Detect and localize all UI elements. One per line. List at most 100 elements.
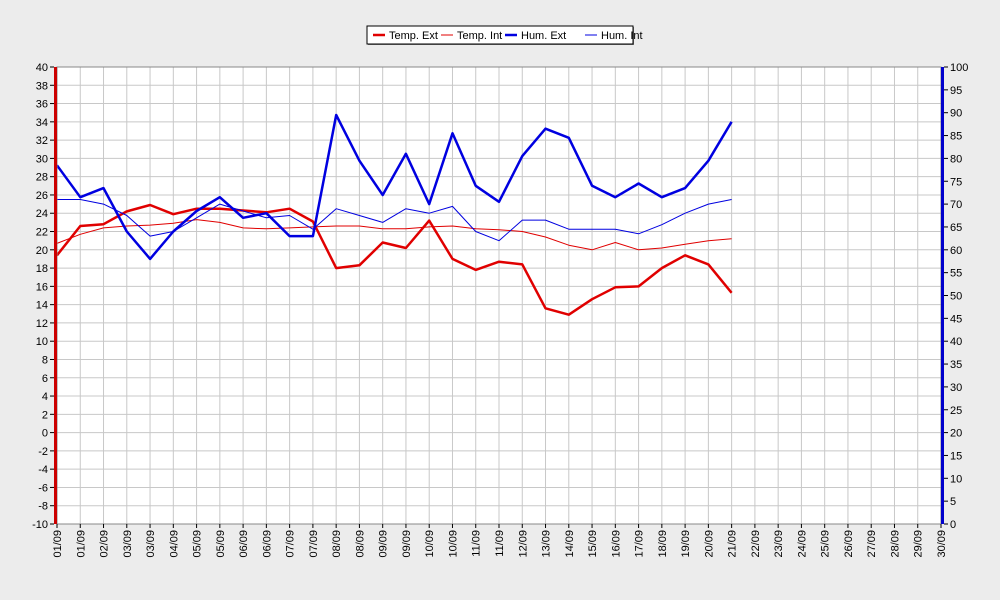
left-tick-label: -2 <box>38 446 48 458</box>
x-tick-label: 08/09 <box>354 530 366 558</box>
right-tick-label: 60 <box>950 245 962 257</box>
right-tick-label: 55 <box>950 268 962 280</box>
x-tick-label: 25/09 <box>820 530 832 558</box>
x-tick-label: 05/09 <box>192 530 204 558</box>
right-axis-bar <box>941 67 944 524</box>
right-tick-label: 90 <box>950 108 962 120</box>
right-tick-label: 85 <box>950 131 962 143</box>
right-tick-label: 65 <box>950 222 962 234</box>
x-tick-label: 08/09 <box>331 530 343 558</box>
x-tick-label: 18/09 <box>657 530 669 558</box>
x-tick-label: 10/09 <box>447 530 459 558</box>
right-tick-label: 20 <box>950 428 962 440</box>
left-tick-label: -6 <box>38 482 48 494</box>
x-tick-label: 07/09 <box>285 530 297 558</box>
x-tick-label: 07/09 <box>308 530 320 558</box>
left-tick-label: 24 <box>36 208 48 220</box>
left-tick-label: 22 <box>36 227 48 239</box>
series-line-hum-int <box>57 199 732 242</box>
series-line-temp-ext <box>56 203 733 316</box>
right-tick-label: 45 <box>950 313 962 325</box>
x-tick-label: 30/09 <box>936 530 948 558</box>
series-line-hum-ext <box>55 113 733 261</box>
right-tick-label: 0 <box>950 519 956 531</box>
right-tick-label: 100 <box>950 62 968 74</box>
left-tick-label: 36 <box>36 99 48 111</box>
x-tick-label: 06/09 <box>238 530 250 558</box>
x-tick-label: 01/09 <box>75 530 87 558</box>
legend-label-hum-int: Hum. Int <box>601 30 643 42</box>
x-tick-label: 13/09 <box>541 530 553 558</box>
right-tick-label: 10 <box>950 473 962 485</box>
left-tick-label: -4 <box>38 464 48 476</box>
left-tick-label: 30 <box>36 153 48 165</box>
x-tick-label: 20/09 <box>703 530 715 558</box>
x-tick-label: 22/09 <box>750 530 762 558</box>
x-tick-label: 26/09 <box>843 530 855 558</box>
right-axis-ticks: 0 5 10 15 20 25 30 35 40 45 50 55 60 65 70 75 80 85 90 95 10… <box>944 62 968 531</box>
x-tick-label: 10/09 <box>424 530 436 558</box>
left-axis-bar <box>54 67 57 524</box>
right-tick-label: 35 <box>950 359 962 371</box>
right-tick-label: 75 <box>950 176 962 188</box>
right-tick-label: 40 <box>950 336 962 348</box>
left-tick-label: 2 <box>42 409 48 421</box>
series-layer <box>55 113 733 316</box>
right-tick-label: 15 <box>950 450 962 462</box>
x-tick-label: 24/09 <box>796 530 808 558</box>
left-tick-label: 8 <box>42 354 48 366</box>
x-tick-label: 09/09 <box>401 530 413 558</box>
x-tick-label: 03/09 <box>145 530 157 558</box>
left-tick-label: 20 <box>36 245 48 257</box>
right-tick-label: 80 <box>950 153 962 165</box>
left-tick-label: 32 <box>36 135 48 147</box>
x-tick-label: 29/09 <box>913 530 925 558</box>
left-tick-label: 14 <box>36 300 48 312</box>
x-tick-label: 21/09 <box>727 530 739 558</box>
left-tick-label: 34 <box>36 117 48 129</box>
legend: Temp. Ext Temp. Int Hum. Ext Hum. Int <box>366 25 643 45</box>
grid <box>56 66 942 525</box>
x-tick-label: 06/09 <box>261 530 273 558</box>
left-tick-label: 40 <box>36 62 48 74</box>
x-tick-label: 12/09 <box>517 530 529 558</box>
left-tick-label: 18 <box>36 263 48 275</box>
x-tick-label: 17/09 <box>634 530 646 558</box>
left-tick-label: 38 <box>36 80 48 92</box>
x-tick-label: 23/09 <box>773 530 785 558</box>
legend-label-hum-ext: Hum. Ext <box>521 30 566 42</box>
left-tick-label: 16 <box>36 281 48 293</box>
right-tick-label: 25 <box>950 405 962 417</box>
right-tick-label: 5 <box>950 496 956 508</box>
x-tick-label: 01/09 <box>52 530 64 558</box>
x-tick-label: 04/09 <box>168 530 180 558</box>
x-tick-label: 15/09 <box>587 530 599 558</box>
left-axis-ticks: -10-8-6-4-202468101214161820222426283032… <box>32 62 54 531</box>
left-tick-label: 12 <box>36 318 48 330</box>
left-tick-label: 4 <box>42 391 48 403</box>
x-tick-label: 28/09 <box>889 530 901 558</box>
x-tick-label: 27/09 <box>866 530 878 558</box>
x-tick-label: 05/09 <box>215 530 227 558</box>
left-tick-label: -8 <box>38 501 48 513</box>
right-tick-label: 50 <box>950 291 962 303</box>
legend-label-temp-int: Temp. Int <box>457 30 502 42</box>
x-tick-label: 11/09 <box>471 530 483 557</box>
left-tick-label: 26 <box>36 190 48 202</box>
left-tick-label: -10 <box>32 519 48 531</box>
legend-label-temp-ext: Temp. Ext <box>389 30 438 42</box>
left-tick-label: 10 <box>36 336 48 348</box>
legend-box <box>366 25 634 45</box>
left-tick-label: 6 <box>42 373 48 385</box>
x-tick-label: 11/09 <box>494 530 506 557</box>
x-tick-label: 19/09 <box>680 530 692 558</box>
x-tick-label: 14/09 <box>564 530 576 558</box>
left-tick-label: 0 <box>42 428 48 440</box>
left-tick-label: 28 <box>36 172 48 184</box>
right-tick-label: 95 <box>950 85 962 97</box>
x-tick-label: 03/09 <box>122 530 134 558</box>
x-tick-label: 09/09 <box>378 530 390 558</box>
x-tick-label: 16/09 <box>610 530 622 558</box>
right-tick-label: 30 <box>950 382 962 394</box>
